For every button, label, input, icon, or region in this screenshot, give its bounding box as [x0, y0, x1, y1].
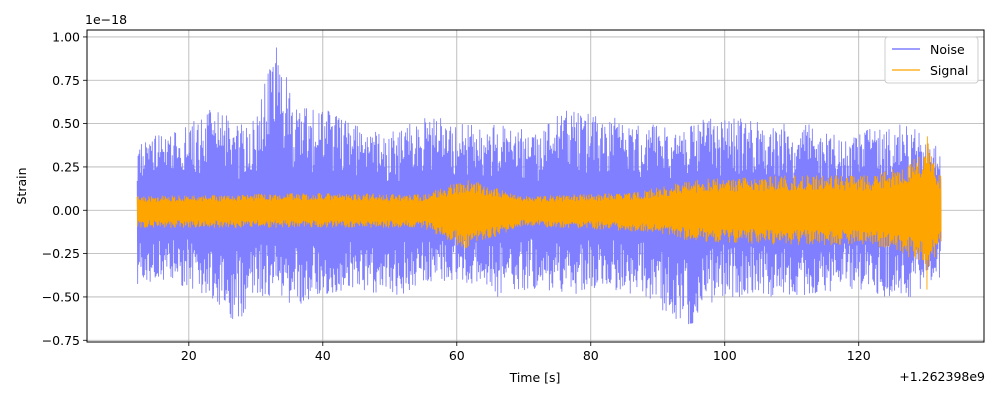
y-tick-label: 1.00 — [52, 29, 80, 44]
legend: Noise Signal — [884, 36, 979, 84]
x-tick-label: 40 — [315, 348, 331, 363]
x-tick-label: 80 — [583, 348, 599, 363]
x-tick-label: 60 — [449, 348, 465, 363]
y-tick-label: 0.00 — [52, 203, 80, 218]
y-axis-label: Strain — [14, 167, 29, 204]
series-layer — [136, 47, 942, 325]
legend-label-noise: Noise — [930, 42, 965, 57]
x-offset-label: +1.262398e9 — [899, 369, 985, 384]
y-tick-label: −0.75 — [42, 333, 80, 348]
y-tick-label: 0.25 — [52, 159, 80, 174]
x-tick-label: 20 — [181, 348, 197, 363]
legend-label-signal: Signal — [930, 63, 968, 78]
y-tick-label: −0.50 — [42, 289, 80, 304]
plot-frame — [86, 29, 985, 343]
series-signal-line — [136, 136, 942, 290]
y-scale-label: 1e−18 — [85, 12, 127, 27]
y-tick-label: −0.25 — [42, 246, 80, 261]
x-tick-label: 100 — [713, 348, 737, 363]
axis-ticks: 20 40 60 80 100 120 −0.75 −0.50 −0.25 0.00 0.25 0.5… — [42, 29, 871, 363]
x-axis-label: Time [s] — [509, 370, 561, 385]
y-tick-label: 0.75 — [52, 73, 80, 88]
y-tick-label: 0.50 — [52, 116, 80, 131]
x-tick-label: 120 — [847, 348, 871, 363]
